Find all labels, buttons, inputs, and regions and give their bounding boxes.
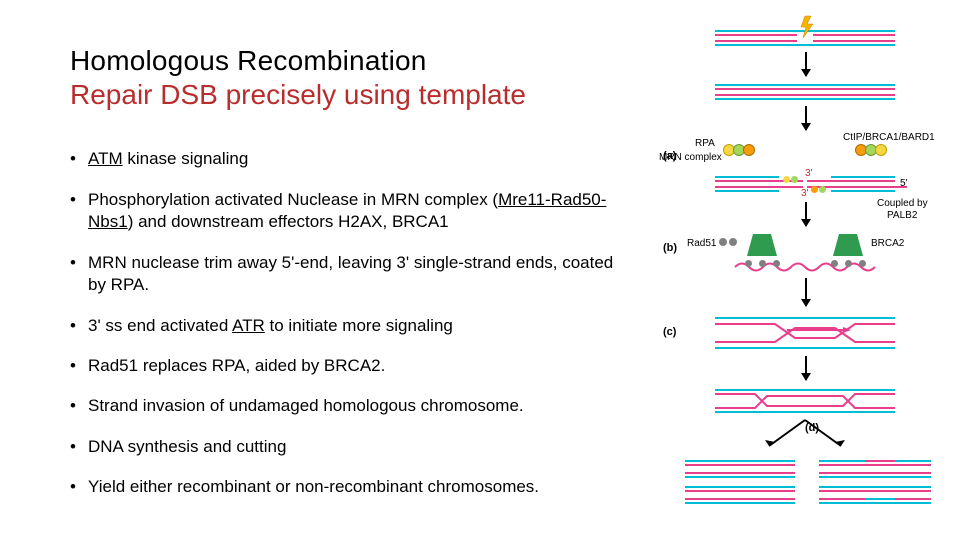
bullet-dot: • [70, 148, 88, 170]
coupled-label: Coupled by [877, 198, 928, 209]
rad51-trapezoid-1 [747, 234, 777, 256]
panel-b-label: (b) [663, 242, 677, 254]
five-prime-1: 5' [900, 178, 907, 189]
bullet-item-6: •DNA synthesis and cutting [70, 436, 635, 458]
bullet-item-0: •ATM kinase signaling [70, 148, 635, 170]
bullet-list: •ATM kinase signaling•Phosphorylation ac… [70, 148, 655, 498]
lightning-bolt-icon [799, 16, 817, 38]
bullet-dot: • [70, 315, 88, 337]
bullet-dot: • [70, 436, 88, 458]
bullet-text: Rad51 replaces RPA, aided by BRCA2. [88, 355, 635, 377]
nucleofilament-icon [735, 260, 875, 274]
bullet-text: Phosphorylation activated Nuclease in MR… [88, 189, 635, 234]
rpa-label: RPA [695, 138, 715, 149]
bullet-text: Yield either recombinant or non-recombin… [88, 476, 635, 498]
brca2-label: BRCA2 [871, 238, 904, 249]
slide-title-1: Homologous Recombination [70, 44, 655, 78]
ctip-label: CtIP/BRCA1/BARD1 [843, 132, 935, 143]
bullet-dot: • [70, 395, 88, 417]
bullet-item-7: •Yield either recombinant or non-recombi… [70, 476, 635, 498]
bullet-item-1: •Phosphorylation activated Nuclease in M… [70, 189, 635, 234]
bullet-text: DNA synthesis and cutting [88, 436, 635, 458]
hr-repair-diagram: (a) RPA MRN complex CtIP/BRCA1/BARD1 3' … [655, 0, 960, 540]
bullet-dot: • [70, 189, 88, 234]
bullet-text: 3' ss end activated ATR to initiate more… [88, 315, 635, 337]
branch-arrows-icon [755, 418, 855, 454]
bullet-dot: • [70, 476, 88, 498]
bullet-item-2: •MRN nuclease trim away 5'-end, leaving … [70, 252, 635, 297]
three-prime-2: 3' [801, 188, 808, 199]
panel-c-label: (c) [663, 326, 676, 338]
bullet-text: MRN nuclease trim away 5'-end, leaving 3… [88, 252, 635, 297]
holliday-junction-icon [715, 386, 895, 416]
bullet-item-5: •Strand invasion of undamaged homologous… [70, 395, 635, 417]
mrn-label: MRN complex [659, 152, 722, 163]
rad51-trapezoid-2 [833, 234, 863, 256]
bullet-dot: • [70, 355, 88, 377]
bullet-item-3: •3' ss end activated ATR to initiate mor… [70, 315, 635, 337]
rad51-label: Rad51 [687, 238, 716, 249]
strand-invasion-icon [715, 314, 895, 350]
slide-title-2: Repair DSB precisely using template [70, 78, 655, 112]
bullet-item-4: •Rad51 replaces RPA, aided by BRCA2. [70, 355, 635, 377]
bullet-text: ATM kinase signaling [88, 148, 635, 170]
bullet-dot: • [70, 252, 88, 297]
bullet-text: Strand invasion of undamaged homologous … [88, 395, 635, 417]
palb2-label: PALB2 [887, 210, 917, 221]
three-prime-1: 3' [805, 168, 812, 179]
